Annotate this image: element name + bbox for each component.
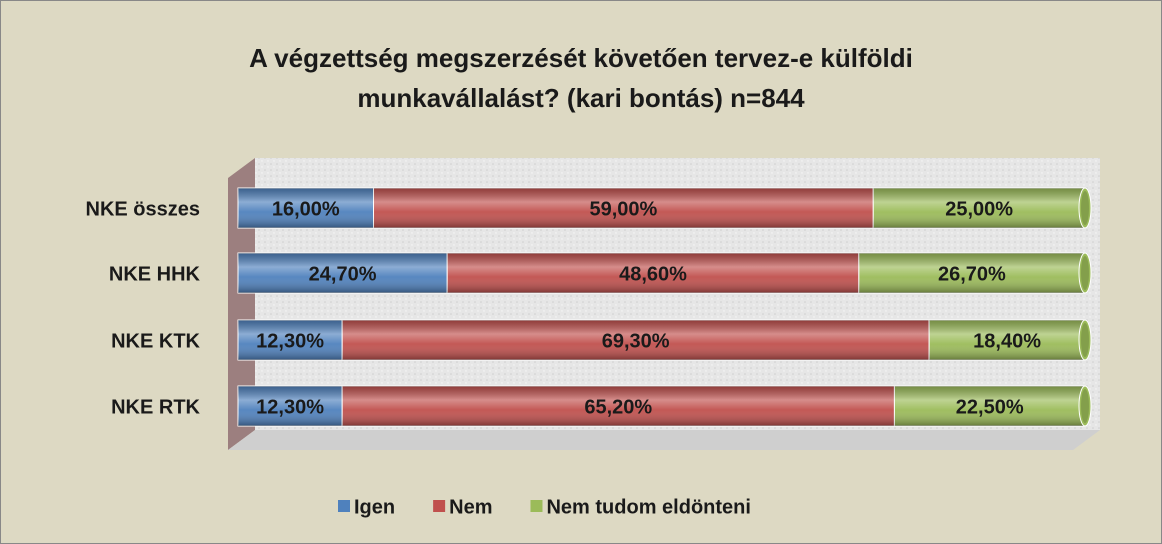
bar-cap-inner <box>1081 389 1089 423</box>
data-label: 18,40% <box>973 330 1041 352</box>
bar-shine <box>238 253 448 293</box>
bar-shine <box>894 386 1085 426</box>
data-label: 16,00% <box>272 198 340 220</box>
bar-cap-inner <box>1081 256 1089 290</box>
bar-shine <box>342 320 930 360</box>
bar-cap <box>1078 252 1092 294</box>
y-tick-label: NKE KTK <box>111 330 200 352</box>
data-label: 22,50% <box>956 396 1024 418</box>
bar-cap <box>1078 385 1092 427</box>
side-wall <box>228 158 255 450</box>
bar-cap-inner <box>1081 191 1089 225</box>
y-tick-label: NKE összes <box>86 198 201 220</box>
data-label: 24,70% <box>309 263 377 285</box>
legend-label: Nem <box>449 496 492 518</box>
bar-shine <box>873 188 1085 228</box>
legend-swatch <box>530 500 543 512</box>
bar-shine <box>373 188 874 228</box>
data-label: 26,70% <box>938 263 1006 285</box>
legend-swatch <box>338 500 350 512</box>
data-label: 59,00% <box>589 198 657 220</box>
bar-shine <box>858 253 1085 293</box>
y-tick-label: NKE HHK <box>109 263 201 285</box>
y-tick-label: NKE RTK <box>111 396 200 418</box>
legend-label: Igen <box>354 496 395 518</box>
bar-shine <box>342 386 895 426</box>
data-label: 12,30% <box>256 396 324 418</box>
data-label: 12,30% <box>256 330 324 352</box>
bar-shine <box>238 386 343 426</box>
bar-cap-inner <box>1081 323 1089 357</box>
bar-shine <box>447 253 859 293</box>
data-label: 48,60% <box>619 263 687 285</box>
floor <box>228 430 1100 450</box>
chart-title: munkavállalást? (kari bontás) n=844 <box>357 83 805 113</box>
bar-shine <box>929 320 1085 360</box>
bar-cap <box>1078 187 1092 229</box>
bar-cap <box>1078 319 1092 361</box>
bar-shine <box>238 320 343 360</box>
data-label: 65,20% <box>584 396 652 418</box>
chart-title: A végzettség megszerzését követően terve… <box>249 43 913 73</box>
legend-label: Nem tudom eldönteni <box>546 496 750 518</box>
data-label: 69,30% <box>602 330 670 352</box>
legend-swatch <box>433 500 446 512</box>
data-label: 25,00% <box>945 198 1013 220</box>
bar-shine <box>238 188 374 228</box>
